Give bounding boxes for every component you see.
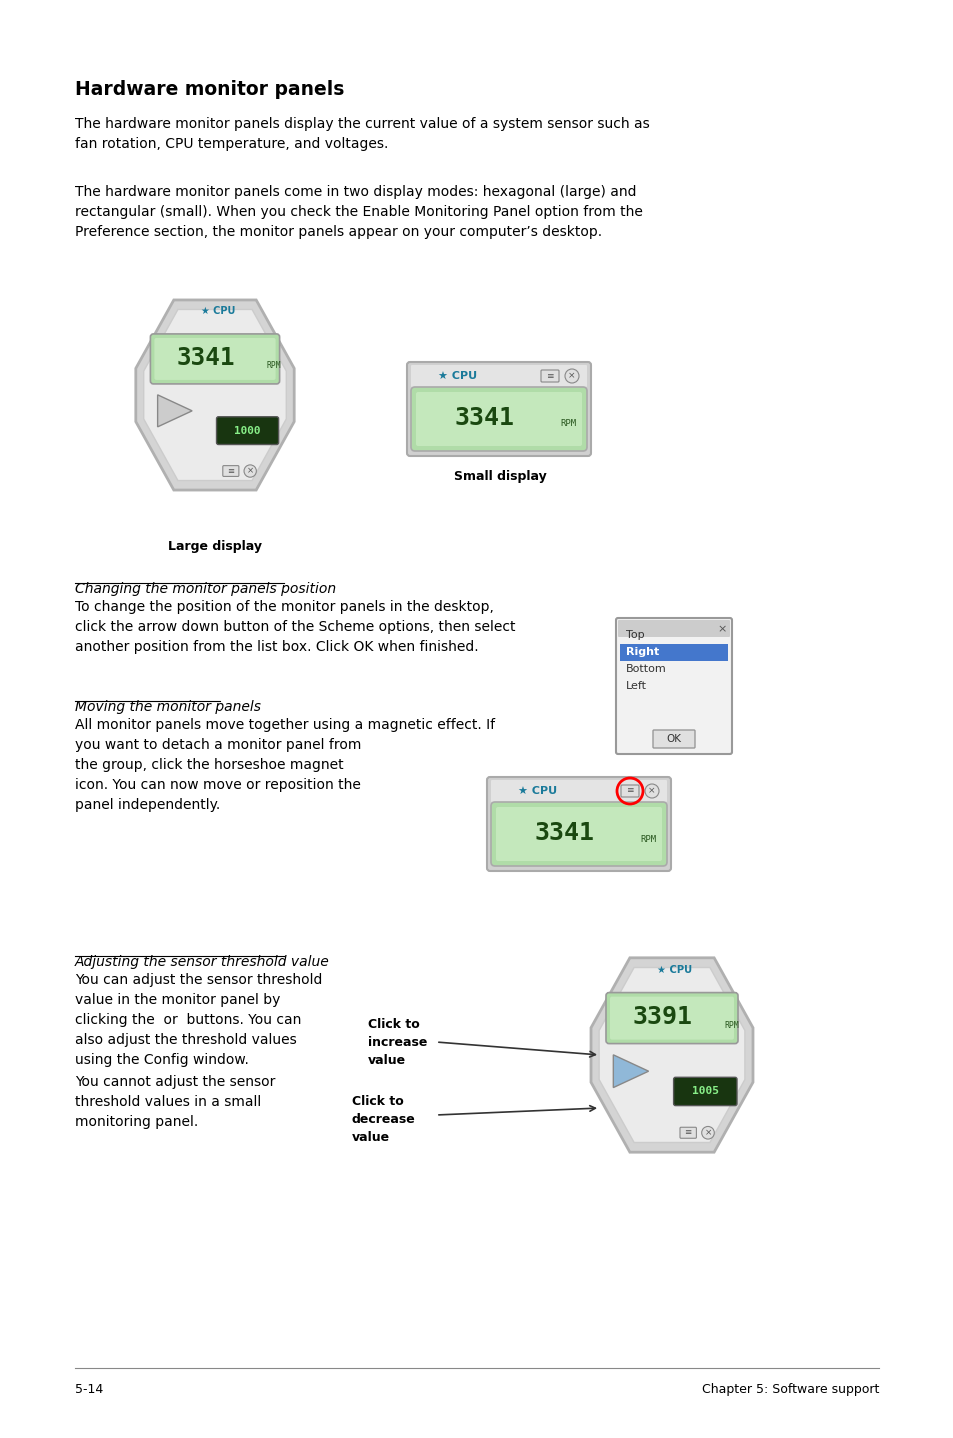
Text: 3341: 3341	[176, 347, 235, 370]
FancyBboxPatch shape	[620, 785, 639, 797]
Polygon shape	[135, 301, 294, 490]
FancyBboxPatch shape	[411, 365, 586, 387]
Text: Changing the monitor panels position: Changing the monitor panels position	[75, 582, 335, 595]
Text: You can adjust the sensor threshold
value in the monitor panel by
clicking the  : You can adjust the sensor threshold valu…	[75, 974, 322, 1067]
Text: Small display: Small display	[453, 470, 546, 483]
Text: ×: ×	[247, 466, 253, 476]
FancyBboxPatch shape	[540, 370, 558, 383]
Text: 3341: 3341	[535, 821, 595, 846]
Text: Click to
decrease
value: Click to decrease value	[352, 1094, 416, 1145]
Text: Left: Left	[625, 682, 646, 692]
FancyBboxPatch shape	[407, 362, 590, 456]
Text: ≡: ≡	[546, 371, 553, 381]
Circle shape	[244, 464, 256, 477]
Text: 1005: 1005	[691, 1087, 718, 1096]
Text: Chapter 5: Software support: Chapter 5: Software support	[700, 1383, 878, 1396]
Text: 3391: 3391	[633, 1005, 692, 1030]
Polygon shape	[590, 958, 752, 1152]
Text: RPM: RPM	[266, 361, 280, 371]
FancyBboxPatch shape	[616, 618, 731, 754]
Text: ×: ×	[568, 371, 576, 381]
Text: ×: ×	[717, 624, 726, 634]
FancyBboxPatch shape	[491, 779, 666, 802]
Text: ★ CPU: ★ CPU	[437, 371, 476, 381]
Text: You cannot adjust the sensor
threshold values in a small
monitoring panel.: You cannot adjust the sensor threshold v…	[75, 1076, 275, 1129]
FancyBboxPatch shape	[605, 992, 738, 1044]
FancyBboxPatch shape	[619, 644, 727, 661]
Text: Hardware monitor panels: Hardware monitor panels	[75, 81, 344, 99]
Text: Adjusting the sensor threshold value: Adjusting the sensor threshold value	[75, 955, 330, 969]
Text: Moving the monitor panels: Moving the monitor panels	[75, 700, 261, 715]
Circle shape	[701, 1126, 714, 1139]
Polygon shape	[613, 1055, 648, 1087]
Text: RPM: RPM	[640, 834, 657, 844]
Text: The hardware monitor panels display the current value of a system sensor such as: The hardware monitor panels display the …	[75, 116, 649, 151]
FancyBboxPatch shape	[652, 731, 695, 748]
FancyBboxPatch shape	[609, 997, 733, 1040]
FancyBboxPatch shape	[411, 387, 586, 452]
Text: ×: ×	[703, 1129, 711, 1137]
Text: RPM: RPM	[723, 1021, 738, 1030]
Text: Right: Right	[625, 647, 659, 657]
Text: ★ CPU: ★ CPU	[200, 306, 234, 316]
FancyBboxPatch shape	[151, 334, 279, 384]
Text: RPM: RPM	[560, 420, 577, 429]
Text: The hardware monitor panels come in two display modes: hexagonal (large) and
rec: The hardware monitor panels come in two …	[75, 186, 642, 239]
Text: ≡: ≡	[227, 466, 234, 476]
Circle shape	[644, 784, 659, 798]
Text: ≡: ≡	[684, 1129, 691, 1137]
FancyBboxPatch shape	[223, 466, 238, 476]
Text: 1000: 1000	[234, 426, 260, 436]
Text: Bottom: Bottom	[625, 664, 666, 674]
Text: ★ CPU: ★ CPU	[517, 787, 557, 797]
Text: OK: OK	[666, 733, 680, 743]
FancyBboxPatch shape	[491, 802, 666, 866]
Text: To change the position of the monitor panels in the desktop,
click the arrow dow: To change the position of the monitor pa…	[75, 600, 515, 654]
Text: Large display: Large display	[168, 541, 262, 554]
Polygon shape	[157, 395, 192, 427]
Polygon shape	[144, 309, 286, 480]
Text: ≡: ≡	[625, 787, 633, 795]
Text: 3341: 3341	[455, 406, 515, 430]
FancyBboxPatch shape	[416, 393, 581, 446]
Text: ★ CPU: ★ CPU	[657, 965, 692, 975]
Text: All monitor panels move together using a magnetic effect. If
you want to detach : All monitor panels move together using a…	[75, 718, 495, 812]
Text: Top: Top	[625, 630, 644, 640]
FancyBboxPatch shape	[154, 338, 275, 380]
FancyBboxPatch shape	[496, 807, 661, 861]
Circle shape	[564, 370, 578, 383]
FancyBboxPatch shape	[679, 1127, 696, 1139]
Polygon shape	[598, 968, 744, 1142]
FancyBboxPatch shape	[673, 1077, 737, 1106]
Text: ×: ×	[648, 787, 655, 795]
Text: Click to
increase
value: Click to increase value	[368, 1018, 427, 1067]
Text: 5-14: 5-14	[75, 1383, 103, 1396]
FancyBboxPatch shape	[486, 777, 670, 871]
FancyBboxPatch shape	[216, 417, 278, 444]
FancyBboxPatch shape	[618, 620, 729, 637]
